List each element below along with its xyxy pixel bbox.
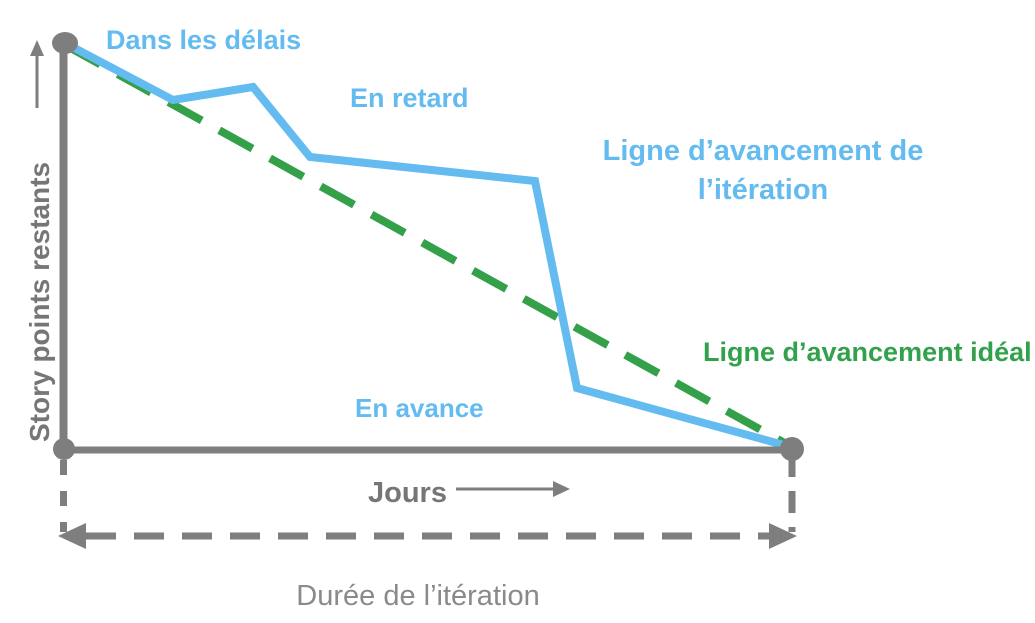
start-point-dot xyxy=(52,32,78,54)
label-ahead: En avance xyxy=(355,393,484,423)
duration-arrow-right-icon xyxy=(769,523,797,549)
x-axis-label: Jours xyxy=(368,477,447,509)
y-axis-arrow-head-icon xyxy=(30,40,44,56)
end-point-dot xyxy=(780,437,804,461)
ideal-line-title: Ligne d’avancement idéal xyxy=(703,337,1032,367)
iteration-line-title-2: l’itération xyxy=(698,174,829,206)
iteration-progress-line xyxy=(61,39,795,451)
label-behind: En retard xyxy=(350,83,469,113)
origin-dot xyxy=(53,438,75,460)
y-axis-label: Story points restants xyxy=(24,162,55,442)
iteration-line-title-1: Ligne d’avancement de xyxy=(603,135,924,167)
x-axis-arrow-head-icon xyxy=(553,481,570,497)
duration-label: Durée de l’itération xyxy=(296,580,539,612)
ideal-progress-line xyxy=(65,42,792,450)
duration-arrow-left-icon xyxy=(58,523,86,549)
label-on-time: Dans les délais xyxy=(106,25,301,55)
